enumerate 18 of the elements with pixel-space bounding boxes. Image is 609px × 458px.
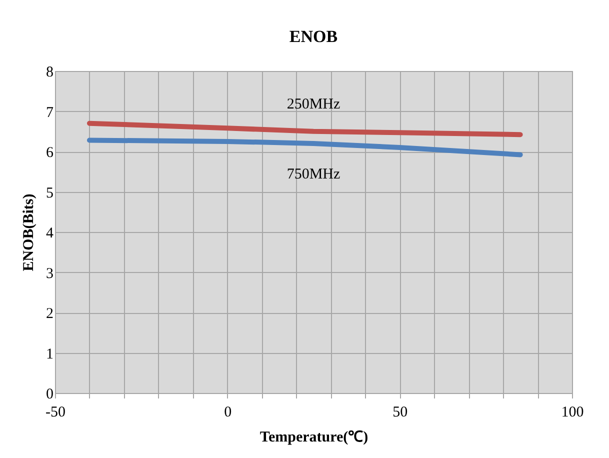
y-axis-title: ENOB(Bits): [21, 194, 37, 272]
x-axis-title: Temperature(℃): [260, 430, 368, 446]
y-tick-label: 6: [46, 145, 54, 161]
series-label: 750MHz: [286, 166, 341, 182]
y-tick-label: 5: [46, 185, 54, 202]
y-tick-label: 8: [46, 64, 54, 80]
y-tick-label: 1: [46, 346, 54, 362]
series-label: 250MHz: [286, 96, 341, 112]
y-tick-label: 0: [46, 386, 54, 402]
x-tick-label: 0: [224, 404, 232, 420]
chart-title: ENOB: [289, 27, 338, 46]
y-tick-label: 7: [46, 104, 54, 121]
x-tick-label: 100: [561, 404, 584, 420]
y-tick-label: 2: [46, 306, 54, 322]
y-tick-label: 4: [46, 226, 54, 242]
y-tick-label: 3: [46, 266, 54, 282]
x-tick-label: 50: [392, 404, 408, 420]
x-tick-label: -50: [46, 404, 66, 420]
